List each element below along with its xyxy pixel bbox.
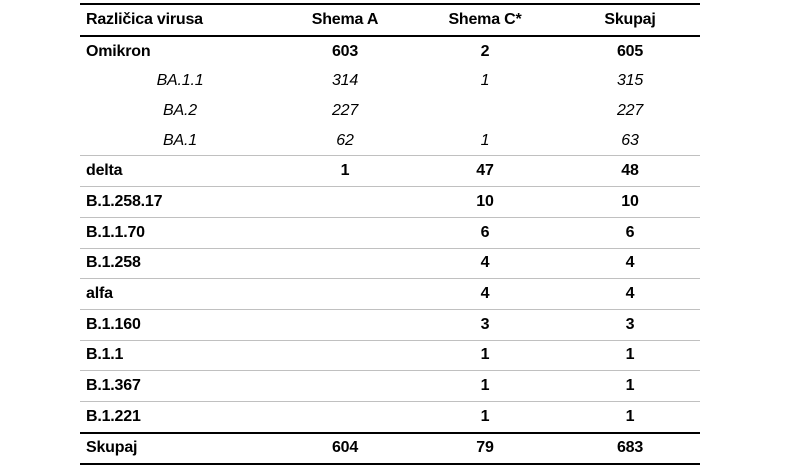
variant-name-cell: B.1.258 xyxy=(80,247,280,279)
value-cell xyxy=(280,186,410,218)
variant-name-cell: B.1.160 xyxy=(80,308,280,341)
value-cell: 314 xyxy=(331,72,359,90)
virus-variant-table-container: Različica virusa Shema A Shema C* Skupaj… xyxy=(80,3,700,466)
value-cell: 1 xyxy=(410,400,560,433)
table-row: B.1.258 4 4 xyxy=(80,247,700,279)
value-cell: 10 xyxy=(410,186,560,218)
variant-name-cell: B.1.258.17 xyxy=(80,186,280,218)
value-cell: 1 xyxy=(480,72,490,90)
variant-name-cell: BA.1 xyxy=(163,131,197,149)
value-cell: 10 xyxy=(560,186,700,218)
table-row: Skupaj 604 79 683 xyxy=(80,431,700,466)
value-cell: 4 xyxy=(410,278,560,310)
value-cell: 48 xyxy=(560,155,700,187)
value-cell: 1 xyxy=(410,370,560,402)
variant-name-cell: B.1.221 xyxy=(80,400,280,433)
table-header-row: Različica virusa Shema A Shema C* Skupaj xyxy=(80,3,700,37)
table-body: Omikron 603 2 605 BA.1.1 314 1 315 BA.2 227 227 BA.… xyxy=(80,36,700,466)
value-cell: 605 xyxy=(616,42,644,60)
column-header-shema-c: Shema C* xyxy=(410,3,560,37)
value-cell: 4 xyxy=(560,278,700,310)
value-cell: 47 xyxy=(410,155,560,187)
value-cell: 315 xyxy=(616,72,644,90)
value-cell: 604 xyxy=(280,431,410,466)
value-cell: 4 xyxy=(560,247,700,279)
value-cell: 63 xyxy=(621,131,639,149)
value-cell xyxy=(280,308,410,341)
value-cell xyxy=(280,339,410,371)
value-cell: 4 xyxy=(410,247,560,279)
value-cell: 1 xyxy=(480,131,490,149)
value-cell: 3 xyxy=(560,308,700,341)
column-header-skupaj: Skupaj xyxy=(560,3,700,37)
table-row: alfa 4 4 xyxy=(80,278,700,310)
variant-name-cell: B.1.367 xyxy=(80,370,280,402)
table-row: BA.1 62 1 63 xyxy=(80,126,700,156)
table-row: delta 1 47 48 xyxy=(80,155,700,187)
value-cell: 1 xyxy=(560,400,700,433)
column-header-shema-a: Shema A xyxy=(280,3,410,37)
variant-name-cell: delta xyxy=(80,155,280,187)
value-cell xyxy=(280,278,410,310)
value-cell: 79 xyxy=(410,431,560,466)
value-cell: 1 xyxy=(560,370,700,402)
variant-name-cell: Omikron xyxy=(86,42,151,60)
value-cell xyxy=(410,96,560,126)
table-row: B.1.367 1 1 xyxy=(80,370,700,402)
value-cell: 1 xyxy=(560,339,700,371)
value-cell: 227 xyxy=(331,101,359,119)
table-row: B.1.160 3 3 xyxy=(80,308,700,341)
variant-name-cell: alfa xyxy=(80,278,280,310)
variant-name-cell: B.1.1 xyxy=(80,339,280,371)
variant-name-cell: BA.2 xyxy=(163,101,197,119)
variant-name-cell: B.1.1.70 xyxy=(80,216,280,248)
value-cell: 683 xyxy=(560,431,700,466)
value-cell: 6 xyxy=(410,216,560,248)
variant-name-cell: BA.1.1 xyxy=(156,72,204,90)
value-cell: 603 xyxy=(331,42,359,60)
column-header-variant: Različica virusa xyxy=(80,3,280,37)
table-row: B.1.1.70 6 6 xyxy=(80,216,700,248)
value-cell: 227 xyxy=(616,101,644,119)
variant-name-cell: Skupaj xyxy=(80,431,280,466)
value-cell: 6 xyxy=(560,216,700,248)
table-row: B.1.258.17 10 10 xyxy=(80,186,700,218)
table-row: BA.2 227 227 xyxy=(80,96,700,126)
table-row: B.1.221 1 1 xyxy=(80,400,700,433)
value-cell: 1 xyxy=(280,155,410,187)
value-cell: 62 xyxy=(336,131,354,149)
value-cell: 1 xyxy=(410,339,560,371)
value-cell xyxy=(280,216,410,248)
value-cell: 2 xyxy=(480,42,490,60)
table-row: B.1.1 1 1 xyxy=(80,339,700,371)
value-cell: 3 xyxy=(410,308,560,341)
value-cell xyxy=(280,370,410,402)
table-row: Omikron 603 2 605 xyxy=(80,36,700,67)
virus-variant-table: Različica virusa Shema A Shema C* Skupaj… xyxy=(80,3,700,466)
table-row: BA.1.1 314 1 315 xyxy=(80,66,700,96)
value-cell xyxy=(280,400,410,433)
value-cell xyxy=(280,247,410,279)
